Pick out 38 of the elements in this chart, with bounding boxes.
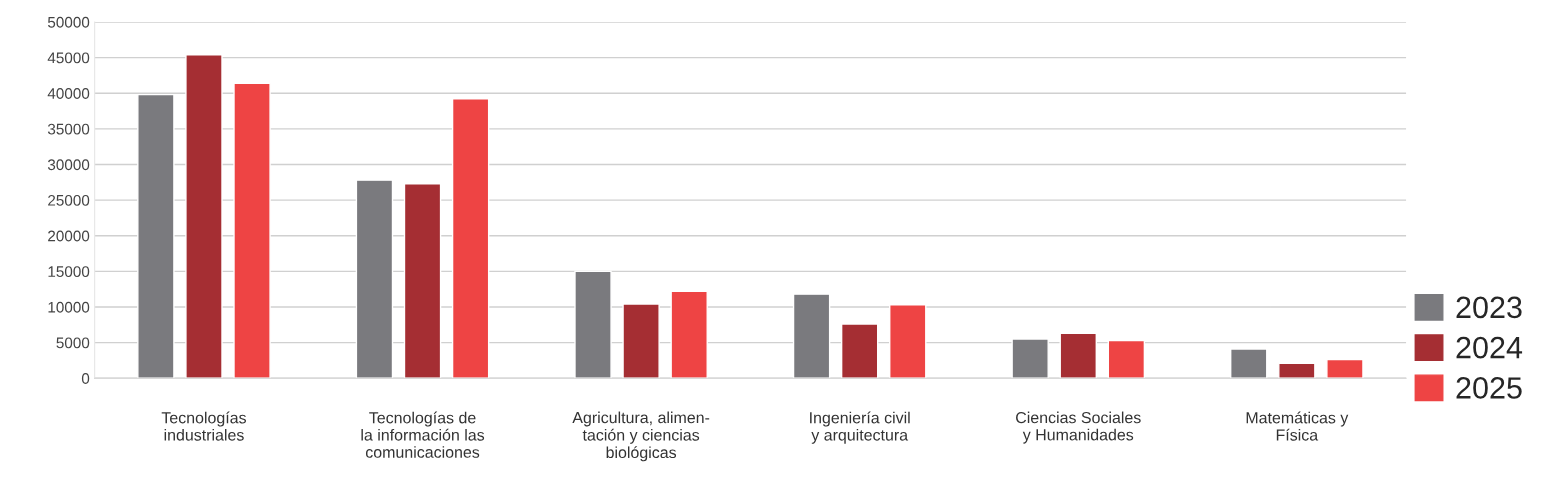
y-tick-label: 50000 — [47, 16, 90, 28]
bar — [137, 93, 175, 379]
x-tick-label: Matemáticas y Física — [1246, 411, 1349, 441]
bar — [1059, 332, 1097, 379]
bar — [451, 98, 490, 379]
bar — [185, 54, 223, 379]
y-tick-label: 30000 — [47, 159, 90, 171]
y-tick-label: 25000 — [48, 194, 90, 206]
bar — [670, 290, 708, 379]
y-tick-label: 40000 — [47, 88, 90, 99]
bar — [355, 179, 394, 379]
bar — [574, 270, 612, 379]
bar — [1230, 348, 1268, 379]
y-tick-label: 45000 — [47, 52, 90, 64]
y-tick-label: 5000 — [56, 337, 90, 349]
legend-label: 2025 — [1456, 377, 1522, 399]
x-tick-label: Tecnologías industriales — [161, 411, 246, 441]
y-tick-label: 35000 — [47, 123, 90, 135]
bar — [840, 323, 879, 379]
bar — [889, 304, 927, 379]
bar — [622, 303, 660, 379]
bar — [792, 293, 831, 379]
x-tick-label: Ciencias Sociales y Humanidades — [1016, 411, 1141, 444]
x-tick-label: Tecnologías de la información las comunicaciones — [361, 411, 485, 458]
x-tick-label: Agricultura, alimen- tación y ciencias biológicas — [572, 411, 710, 462]
bar — [1107, 339, 1146, 379]
y-tick-label: 15000 — [48, 266, 90, 278]
y-tick-label: 20000 — [48, 230, 90, 242]
y-tick-label: 10000 — [48, 301, 90, 313]
bar — [1278, 362, 1316, 379]
x-tick-label: Ingeniería civil y arquitectura — [810, 411, 910, 444]
bar — [233, 82, 271, 379]
y-tick-label: 0 — [81, 373, 90, 384]
legend-label: 2024 — [1456, 336, 1523, 359]
bar — [1011, 338, 1049, 379]
legend-label: 2023 — [1456, 296, 1522, 319]
bar — [403, 182, 442, 379]
bar — [1326, 358, 1364, 379]
